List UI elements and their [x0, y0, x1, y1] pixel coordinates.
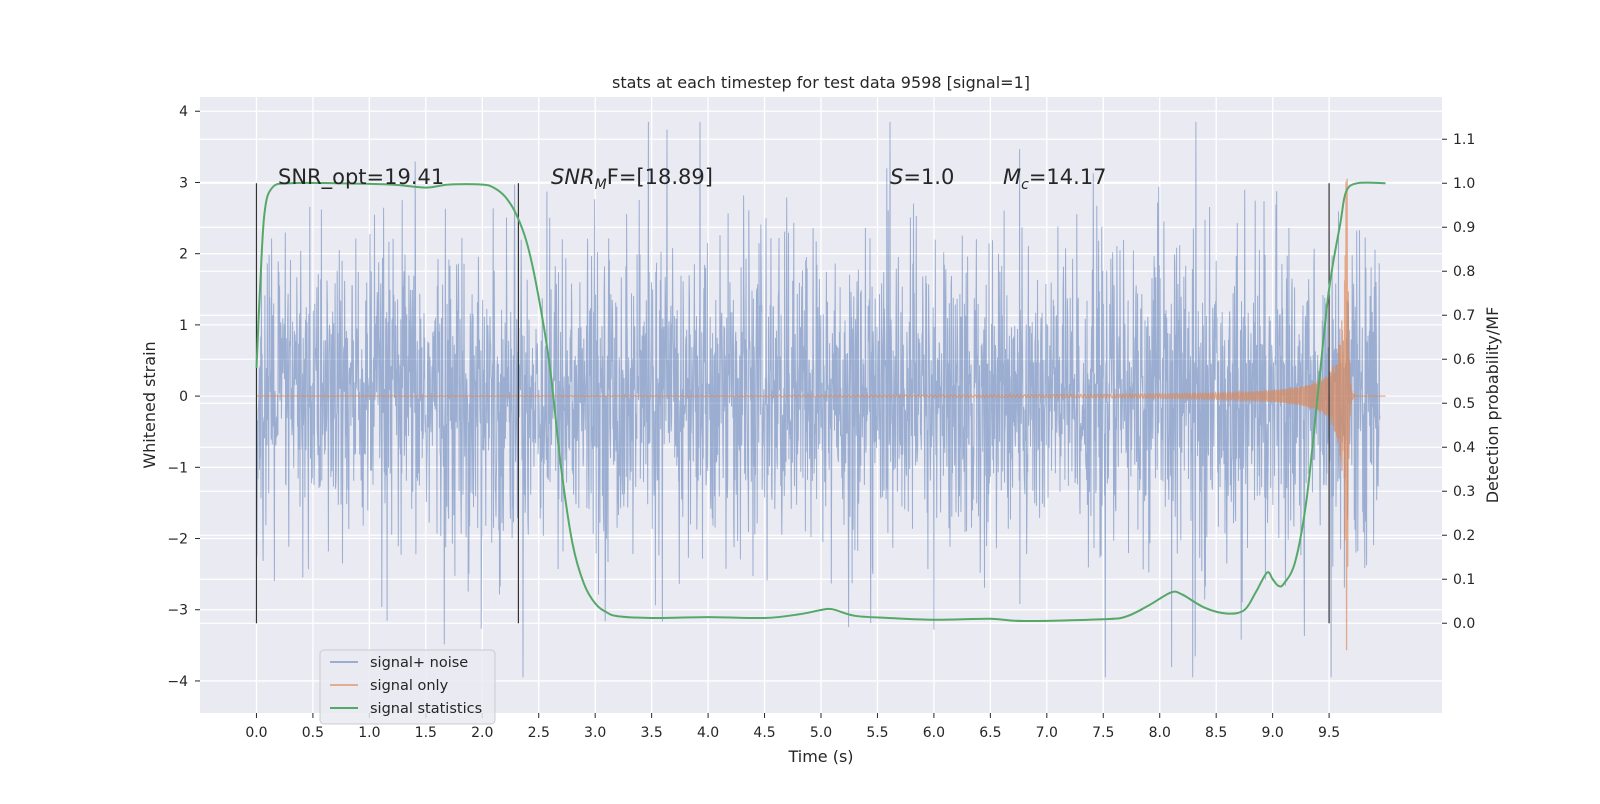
annotation-snr-mf: SNRMF=[18.89]: [551, 165, 713, 193]
y2-tick-label: 0.0: [1453, 616, 1475, 632]
y-tick-label: 2: [179, 247, 188, 263]
y-left-ticks: 4 3 2 1 0 −1 −2 −3 −4: [167, 104, 200, 690]
x-tick-label: 1.0: [358, 725, 380, 741]
signal-statistics-line: [255, 181, 1386, 623]
annotation-mc-base: M: [1003, 165, 1021, 189]
annotation-mc: Mc=14.17: [1003, 165, 1107, 193]
y-tick-label: 3: [179, 175, 188, 191]
y-tick-label: 0: [179, 389, 188, 405]
annotation-mc-sub: c: [1021, 177, 1029, 193]
y2-tick-label: 0.3: [1453, 484, 1475, 500]
x-tick-label: 8.0: [1149, 725, 1171, 741]
x-tick-label: 2.0: [471, 725, 493, 741]
vertical-markers: [255, 183, 1330, 624]
series-signal-only: [256, 178, 1386, 651]
x-tick-label: 4.5: [753, 725, 775, 741]
y-tick-label: −1: [167, 460, 188, 476]
y-tick-label: −4: [167, 674, 188, 690]
y2-tick-label: 0.2: [1453, 528, 1475, 544]
x-tick-label: 6.0: [923, 725, 945, 741]
annotation-snr-mf-sub: M: [595, 177, 607, 193]
x-tick-label: 7.5: [1092, 725, 1114, 741]
y2-tick-label: 0.7: [1453, 308, 1475, 324]
x-tick-label: 2.5: [528, 725, 550, 741]
annotation-s: S=1.0: [890, 165, 954, 189]
legend: signal+ noise signal only signal statist…: [319, 649, 496, 725]
y-tick-label: −3: [167, 603, 188, 619]
x-tick-label: 8.5: [1205, 725, 1227, 741]
y-tick-label: −2: [167, 532, 188, 548]
annotation-mc-tail: =14.17: [1029, 165, 1107, 189]
y2-tick-label: 0.6: [1453, 352, 1475, 368]
signal-only-line: [256, 178, 1386, 651]
y-axis-label: Whitened strain: [140, 341, 159, 468]
y2-tick-label: 1.0: [1453, 176, 1475, 192]
annotation-snr-mf-tail: F=[18.89]: [607, 165, 713, 189]
y-tick-label: 4: [179, 104, 188, 120]
y2-tick-label: 0.4: [1453, 440, 1475, 456]
y2-tick-label: 1.1: [1453, 132, 1475, 148]
signal-noise-line: [256, 121, 1381, 678]
annotation-snr-mf-base: SNR: [551, 165, 595, 189]
x-tick-label: 3.5: [641, 725, 663, 741]
series-signal-statistics: [255, 181, 1386, 623]
legend-label-signal: signal only: [370, 678, 449, 694]
x-tick-label: 5.0: [810, 725, 832, 741]
x-tick-label: 7.0: [1036, 725, 1058, 741]
x-axis-label: Time (s): [787, 747, 853, 766]
legend-box: [319, 649, 496, 725]
chart-title: stats at each timestep for test data 959…: [612, 73, 1030, 92]
x-tick-label: 4.0: [697, 725, 719, 741]
x-tick-label: 3.0: [584, 725, 606, 741]
annotation-s-tail: =1.0: [903, 165, 954, 189]
series-signal-noise: [256, 121, 1381, 678]
x-ticks: 0.0 0.5 1.0 1.5 2.0 2.5 3.0 3.5 4.0 4.5 5.0 5.5 6.0 6…: [245, 713, 1340, 741]
x-tick-label: 0.5: [302, 725, 324, 741]
x-tick-label: 0.0: [245, 725, 267, 741]
x-tick-label: 5.5: [866, 725, 888, 741]
x-tick-label: 9.5: [1318, 725, 1340, 741]
y2-tick-label: 0.1: [1453, 572, 1475, 588]
annotation-snr-opt: SNR_opt=19.41: [278, 165, 444, 190]
annotation-s-base: S: [890, 165, 903, 189]
y-tick-label: 1: [179, 318, 188, 334]
legend-label-stats: signal statistics: [370, 701, 482, 717]
x-tick-label: 1.5: [415, 725, 437, 741]
y2-tick-label: 0.5: [1453, 396, 1475, 412]
y2-tick-label: 0.9: [1453, 220, 1475, 236]
y2-axis-label: Detection probability/MF: [1483, 307, 1502, 504]
y-right-ticks: 1.1 1.0 0.9 0.8 0.7 0.6 0.5 0.4 0.3 0.2 0.1 0.0: [1442, 132, 1475, 632]
y2-tick-label: 0.8: [1453, 264, 1475, 280]
legend-label-noise: signal+ noise: [370, 655, 468, 671]
x-tick-label: 6.5: [979, 725, 1001, 741]
x-tick-label: 9.0: [1262, 725, 1284, 741]
